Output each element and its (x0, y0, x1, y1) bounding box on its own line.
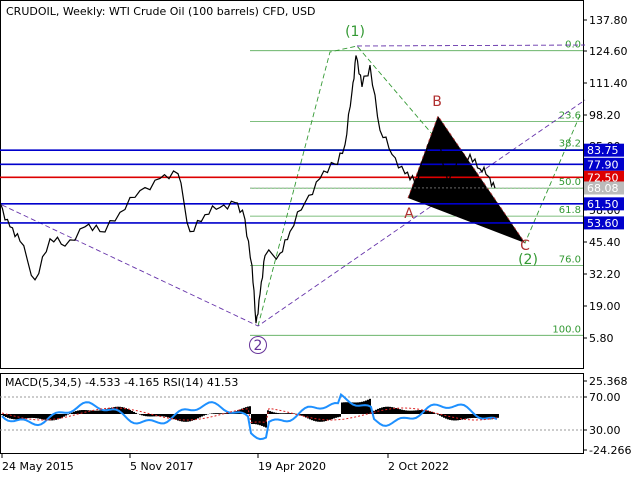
indicator-tick-label: 25.368 (589, 375, 628, 388)
fib-level-label: 76.0 (559, 254, 581, 265)
macd-signal-line (1, 407, 498, 423)
price-level-value: 68.08 (587, 182, 619, 195)
channel-upper-line (356, 44, 586, 47)
x-tick-label: 5 Nov 2017 (130, 460, 193, 473)
wave-label: (1) (345, 24, 365, 40)
y-tick-label: 124.60 (589, 45, 628, 58)
fib-level-label: 61.8 (559, 205, 581, 216)
x-axis: 24 May 2015 5 Nov 2017 19 Apr 2020 2 Oct 20… (1, 454, 449, 473)
x-tick-label: 24 May 2015 (2, 460, 74, 473)
price-level-box (584, 143, 624, 157)
price-level-box (584, 181, 624, 195)
y-tick-label: 98.20 (589, 109, 621, 122)
wave-labels: (1) (2) 2 A B C (249, 24, 538, 354)
y-tick-label: 19.00 (589, 300, 621, 313)
y-tick-label: 45.40 (589, 236, 621, 249)
fib-level-label: 23.6 (559, 111, 581, 122)
x-tick-label: 19 Apr 2020 (258, 460, 326, 473)
price-level-value: 72.50 (587, 171, 619, 184)
price-level-box (584, 170, 624, 184)
price-series (0, 55, 496, 324)
indicator-label: MACD(5,34,5) -4.533 -4.165 RSI(14) 41.53 (5, 376, 238, 389)
main-pane-frame (0, 0, 584, 369)
indicator-tick-label: 70.00 (589, 391, 621, 404)
wave-label: A (404, 206, 414, 222)
fib-level-label: 100.0 (552, 324, 581, 335)
price-line (0, 55, 496, 324)
fib-level-label: 50.0 (559, 177, 581, 188)
indicator-tick-label: 30.00 (589, 424, 621, 437)
wave-label: C (520, 238, 530, 254)
fib-level-label: 38.2 (559, 139, 581, 150)
y-tick-label: 111.40 (589, 77, 628, 90)
y-tick-label: 32.20 (589, 268, 621, 281)
horizontal-price-levels (0, 149, 583, 224)
wave-2-circle (249, 336, 267, 354)
wave-label: 2 (254, 338, 263, 354)
price-level-box (584, 197, 624, 211)
wave-label: (2) (518, 252, 538, 268)
y-tick-label: 5.80 (589, 332, 614, 345)
y-tick-label: 137.80 (589, 14, 628, 27)
indicator-pane-frame (0, 373, 584, 454)
price-level-box (584, 157, 624, 171)
indicator-tick-label: -24.266 (589, 444, 631, 457)
price-level-box (584, 216, 624, 230)
wave-label: B (432, 94, 442, 110)
price-level-value: 53.60 (587, 217, 619, 230)
chart-title: CRUDOIL, Weekly: WTI Crude Oil (100 barr… (6, 5, 315, 18)
wave-1-2-path (257, 45, 581, 327)
macd-rsi-indicator: 25.368 70.00 30.00 -24.266 (0, 375, 631, 457)
x-tick-label: 2 Oct 2022 (388, 460, 449, 473)
price-level-value: 77.90 (587, 158, 619, 171)
price-level-value: 61.50 (587, 198, 619, 211)
rsi-line (1, 392, 498, 441)
price-level-value: 83.75 (587, 144, 619, 157)
abc-correction-path (407, 115, 526, 244)
wave-count-lines (1, 44, 586, 327)
